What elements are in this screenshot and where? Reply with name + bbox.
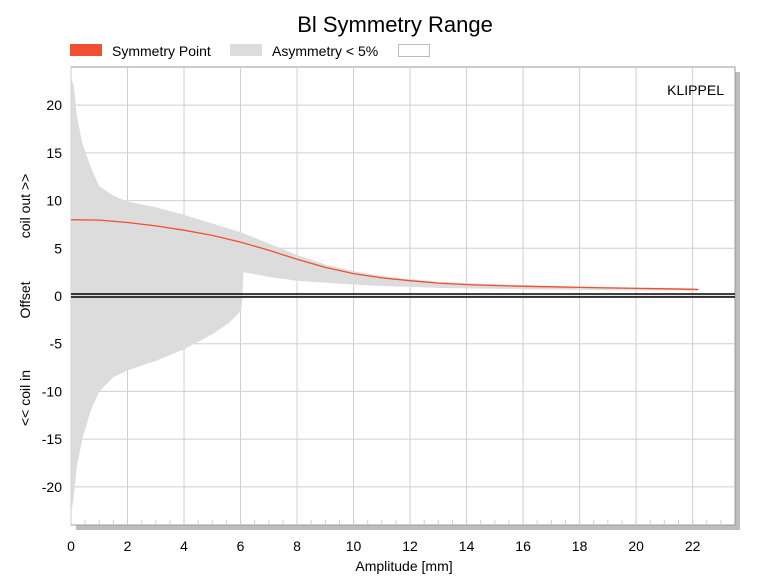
x-tick-label: 16: [515, 538, 531, 554]
y-axis-label-coil-in: << coil in: [17, 370, 33, 426]
legend-swatch-symmetry-point: [70, 44, 102, 56]
x-axis-label: Amplitude [mm]: [355, 558, 452, 574]
y-tick-label: 15: [46, 145, 62, 161]
grid-lines: [70, 67, 735, 525]
legend-label-asymmetry: Asymmetry < 5%: [272, 43, 379, 59]
y-tick-label: -15: [42, 431, 62, 447]
y-tick-label: 5: [54, 240, 62, 256]
y-tick-label: 0: [54, 288, 62, 304]
legend-swatch-blank: [398, 44, 430, 57]
symmetry-point-line: [70, 219, 699, 291]
chart-title: Bl Symmetry Range: [297, 12, 493, 37]
x-tick-label: 0: [67, 538, 75, 554]
x-tick-label: 20: [628, 538, 644, 554]
x-tick-label: 14: [459, 538, 475, 554]
x-tick-label: 22: [685, 538, 701, 554]
y-axis-label-offset: Offset: [17, 281, 33, 318]
y-tick-label: 10: [46, 193, 62, 209]
x-tick-label: 4: [180, 538, 188, 554]
y-axis-label-coil-out: coil out >>: [17, 174, 33, 239]
x-tick-label: 6: [237, 538, 245, 554]
x-tick-label: 18: [572, 538, 588, 554]
x-tick-label: 2: [124, 538, 132, 554]
asymmetry-band-area: [71, 76, 699, 516]
y-tick-label: -10: [42, 383, 62, 399]
klippel-watermark: KLIPPEL: [667, 82, 724, 98]
x-tick-label: 10: [346, 538, 362, 554]
zero-line: [71, 293, 735, 298]
legend-swatch-asymmetry: [230, 44, 262, 56]
legend-label-symmetry-point: Symmetry Point: [112, 43, 211, 59]
x-tick-label: 8: [293, 538, 301, 554]
y-tick-label: -5: [50, 336, 63, 352]
tick-labels: 0 2 4 6 8 10 12 14 16 18 20 22 -20 -15 -10 -5 0 5 10 15 20: [42, 97, 701, 554]
y-tick-label: 20: [46, 97, 62, 113]
x-tick-label: 12: [402, 538, 418, 554]
symmetry-point-curve: [70, 219, 699, 291]
asymmetry-band: [71, 76, 699, 516]
y-tick-label: -20: [42, 479, 62, 495]
